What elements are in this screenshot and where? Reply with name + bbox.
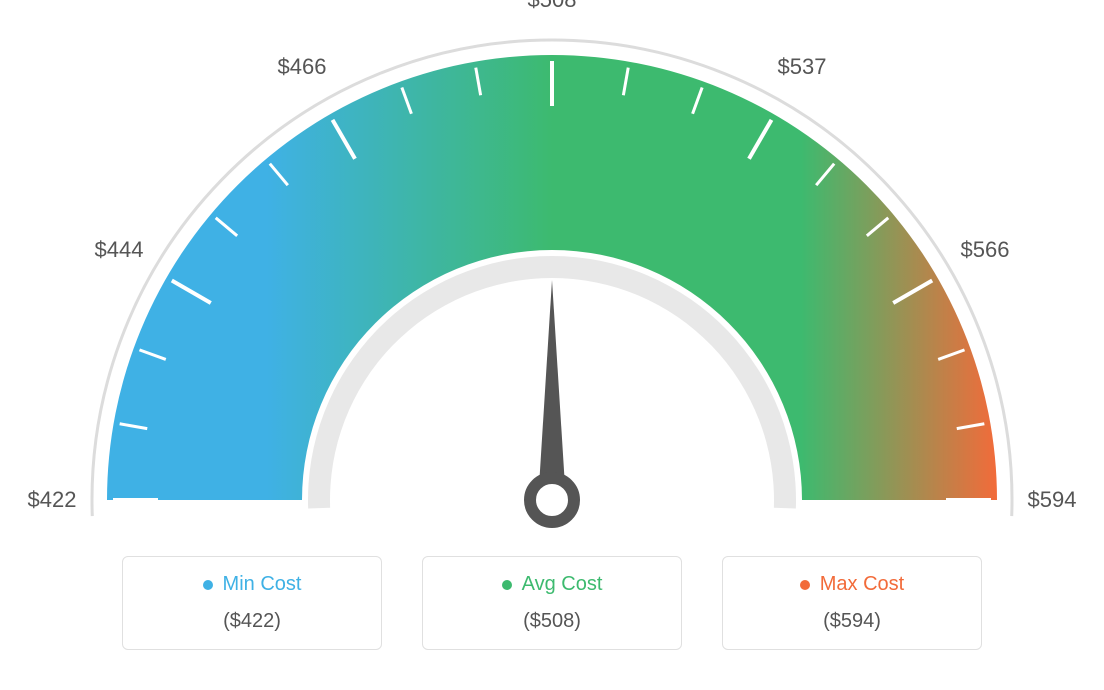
legend-card-min: Min Cost ($422) bbox=[122, 556, 382, 650]
svg-text:$466: $466 bbox=[278, 54, 327, 79]
legend-dot-avg bbox=[502, 580, 512, 590]
svg-text:$508: $508 bbox=[528, 0, 577, 12]
gauge-chart: $422 $444 $466 $508 $537 $566 $594 bbox=[0, 0, 1104, 560]
gauge-svg: $422 $444 $466 $508 $537 $566 $594 bbox=[0, 0, 1104, 560]
svg-text:$422: $422 bbox=[28, 487, 77, 512]
legend-text-avg: Avg Cost bbox=[522, 573, 603, 596]
legend-value-avg: ($508) bbox=[443, 610, 661, 633]
legend-row: Min Cost ($422) Avg Cost ($508) Max Cost… bbox=[122, 556, 982, 650]
legend-label-max: Max Cost bbox=[800, 573, 904, 596]
svg-text:$537: $537 bbox=[778, 54, 827, 79]
legend-card-max: Max Cost ($594) bbox=[722, 556, 982, 650]
legend-label-min: Min Cost bbox=[203, 573, 302, 596]
legend-value-max: ($594) bbox=[743, 610, 961, 633]
legend-text-min: Min Cost bbox=[223, 573, 302, 596]
svg-text:$594: $594 bbox=[1028, 487, 1077, 512]
legend-card-avg: Avg Cost ($508) bbox=[422, 556, 682, 650]
legend-text-max: Max Cost bbox=[820, 573, 904, 596]
svg-text:$444: $444 bbox=[95, 237, 144, 262]
legend-dot-min bbox=[203, 580, 213, 590]
svg-text:$566: $566 bbox=[961, 237, 1010, 262]
legend-value-min: ($422) bbox=[143, 610, 361, 633]
legend-dot-max bbox=[800, 580, 810, 590]
legend-label-avg: Avg Cost bbox=[502, 573, 603, 596]
